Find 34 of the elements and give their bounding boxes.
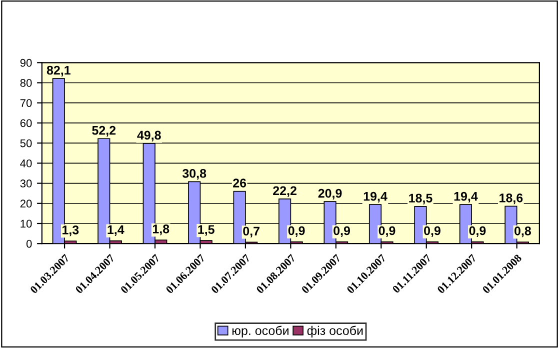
data-label: 1,8	[152, 224, 170, 236]
y-tick-label: 50	[20, 139, 32, 148]
y-tick-label: 60	[20, 119, 32, 128]
data-label: 82,1	[46, 66, 70, 76]
data-label: 0,9	[334, 226, 350, 237]
y-tick-label: 0	[26, 240, 32, 248]
data-label: 1,5	[198, 225, 214, 236]
y-tick-label: 40	[20, 159, 32, 168]
data-label: 19,4	[364, 192, 388, 203]
data-label: 22,2	[273, 186, 296, 197]
data-label: 0,9	[469, 226, 486, 237]
y-tick-label: 30	[20, 180, 32, 188]
data-label: 0,9	[424, 226, 440, 237]
data-label: 0,7	[243, 226, 260, 238]
data-label: 52,2	[92, 126, 116, 137]
y-tick-label: 70	[20, 99, 32, 107]
data-label: 18,6	[500, 193, 523, 204]
data-label: 49,8	[137, 130, 161, 142]
data-label: 18,5	[409, 194, 432, 204]
data-label: 0,9	[378, 226, 396, 237]
data-label: 19,4	[454, 192, 478, 203]
data-label: 0,9	[288, 226, 305, 237]
y-tick-label: 80	[20, 79, 32, 87]
y-tick-label: 20	[20, 200, 32, 208]
legend-label: фіз особи	[307, 326, 363, 338]
data-label: 0,8	[514, 226, 532, 238]
data-label: 1,3	[62, 225, 79, 236]
data-label: 20,9	[318, 188, 342, 200]
data-label: 26	[233, 178, 246, 188]
data-label: 1,4	[108, 225, 124, 236]
y-tick-label: 10	[20, 220, 32, 228]
data-label: 30,8	[182, 168, 206, 180]
legend-label: юр. особи	[232, 326, 288, 338]
y-tick-label: 90	[20, 58, 32, 67]
